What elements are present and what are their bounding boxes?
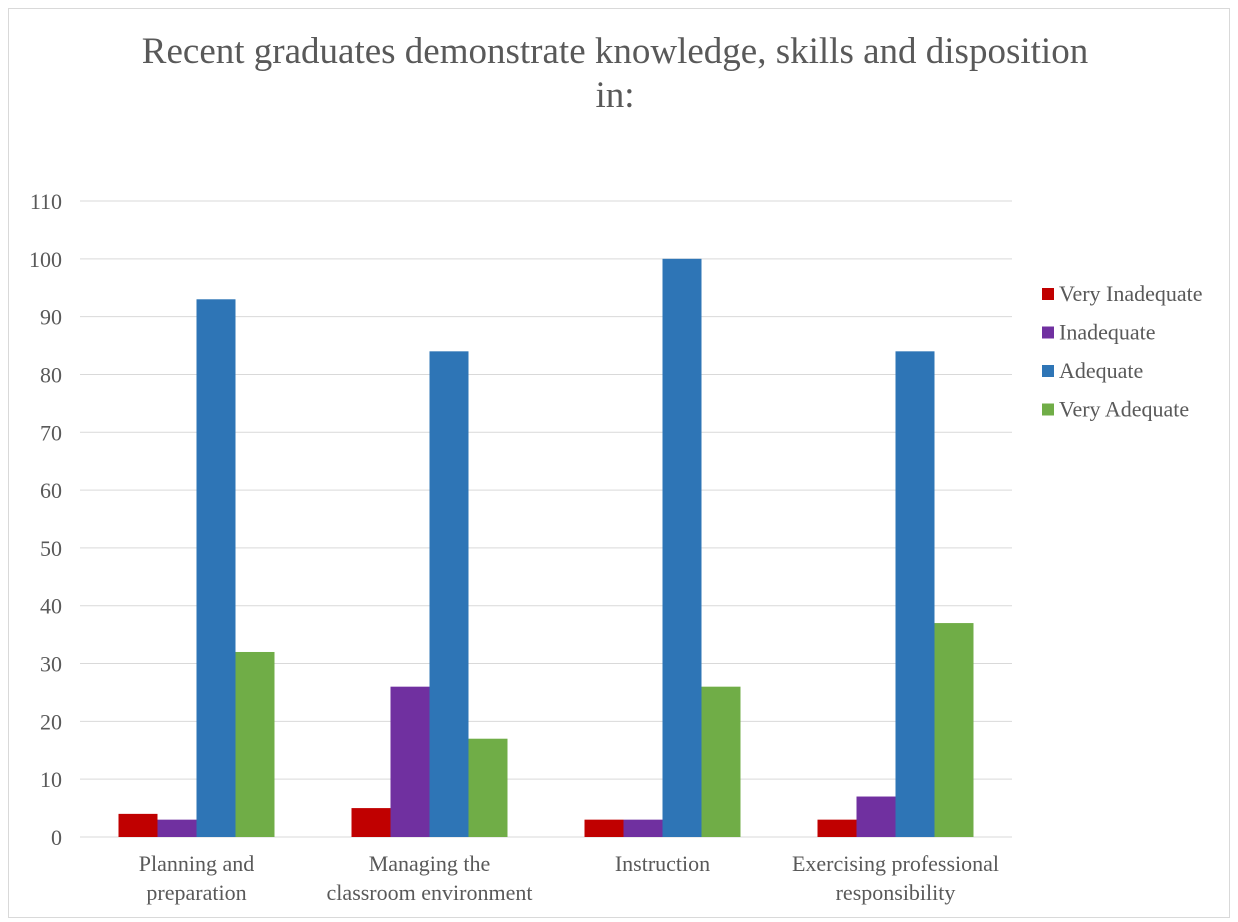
legend-swatch <box>1042 288 1054 300</box>
x-category-label-line: Planning and <box>139 851 255 876</box>
bar-adequate-3 <box>895 351 935 837</box>
bar-adequate-0 <box>196 299 236 838</box>
chart-title-line-1: Recent graduates demonstrate knowledge, … <box>141 31 1089 72</box>
bar-adequate-1 <box>429 351 469 837</box>
x-category-label-line: Exercising professional <box>792 851 999 876</box>
bar-very-adequate-2 <box>701 686 741 837</box>
y-tick-label: 10 <box>40 767 62 792</box>
bar-very-inadequate-3 <box>817 819 857 837</box>
legend-label: Very Adequate <box>1059 397 1189 422</box>
y-tick-label: 40 <box>40 594 62 619</box>
bar-very-inadequate-0 <box>118 813 158 837</box>
chart-title: Recent graduates demonstrate knowledge, … <box>60 30 1170 118</box>
y-tick-label: 60 <box>40 478 62 503</box>
x-category-label-line: Managing the <box>369 851 491 876</box>
x-category-label: Managing the classroom environment <box>327 851 533 905</box>
bar-inadequate-3 <box>856 796 896 837</box>
bar-very-inadequate-1 <box>351 808 391 837</box>
bar-inadequate-1 <box>390 686 430 837</box>
bar-adequate-2 <box>662 258 702 837</box>
y-tick-label: 30 <box>40 652 62 677</box>
bar-very-adequate-1 <box>468 738 508 837</box>
x-category-label: Exercising professional responsibility <box>792 851 999 905</box>
legend-label: Very Inadequate <box>1059 281 1203 306</box>
legend-label: Adequate <box>1059 358 1143 383</box>
legend-swatch <box>1042 365 1054 377</box>
bar-very-inadequate-2 <box>584 819 624 837</box>
legend-swatch <box>1042 403 1054 416</box>
bar-inadequate-2 <box>623 819 663 837</box>
y-tick-label: 0 <box>51 825 62 850</box>
legend-swatch <box>1042 326 1054 339</box>
y-tick-label: 90 <box>40 305 62 330</box>
y-tick-label: 20 <box>40 709 62 734</box>
x-category-label-line: preparation <box>146 880 246 905</box>
x-category-label: Instruction <box>615 851 710 876</box>
x-category-label-line: responsibility <box>836 880 956 905</box>
y-tick-label: 70 <box>40 420 62 445</box>
y-tick-label: 80 <box>40 362 62 387</box>
bar-very-adequate-0 <box>235 651 275 837</box>
legend-label: Inadequate <box>1059 320 1156 345</box>
bar-inadequate-0 <box>157 819 197 837</box>
chart-title-line-2: in: <box>595 75 635 116</box>
y-tick-label: 100 <box>29 247 62 272</box>
x-category-label-line: classroom environment <box>327 880 533 905</box>
y-tick-label: 110 <box>30 189 62 214</box>
y-tick-label: 50 <box>40 536 62 561</box>
x-category-label: Planning and preparation <box>139 851 255 905</box>
bar-very-adequate-3 <box>934 623 974 837</box>
x-category-label-line: Instruction <box>615 851 710 876</box>
